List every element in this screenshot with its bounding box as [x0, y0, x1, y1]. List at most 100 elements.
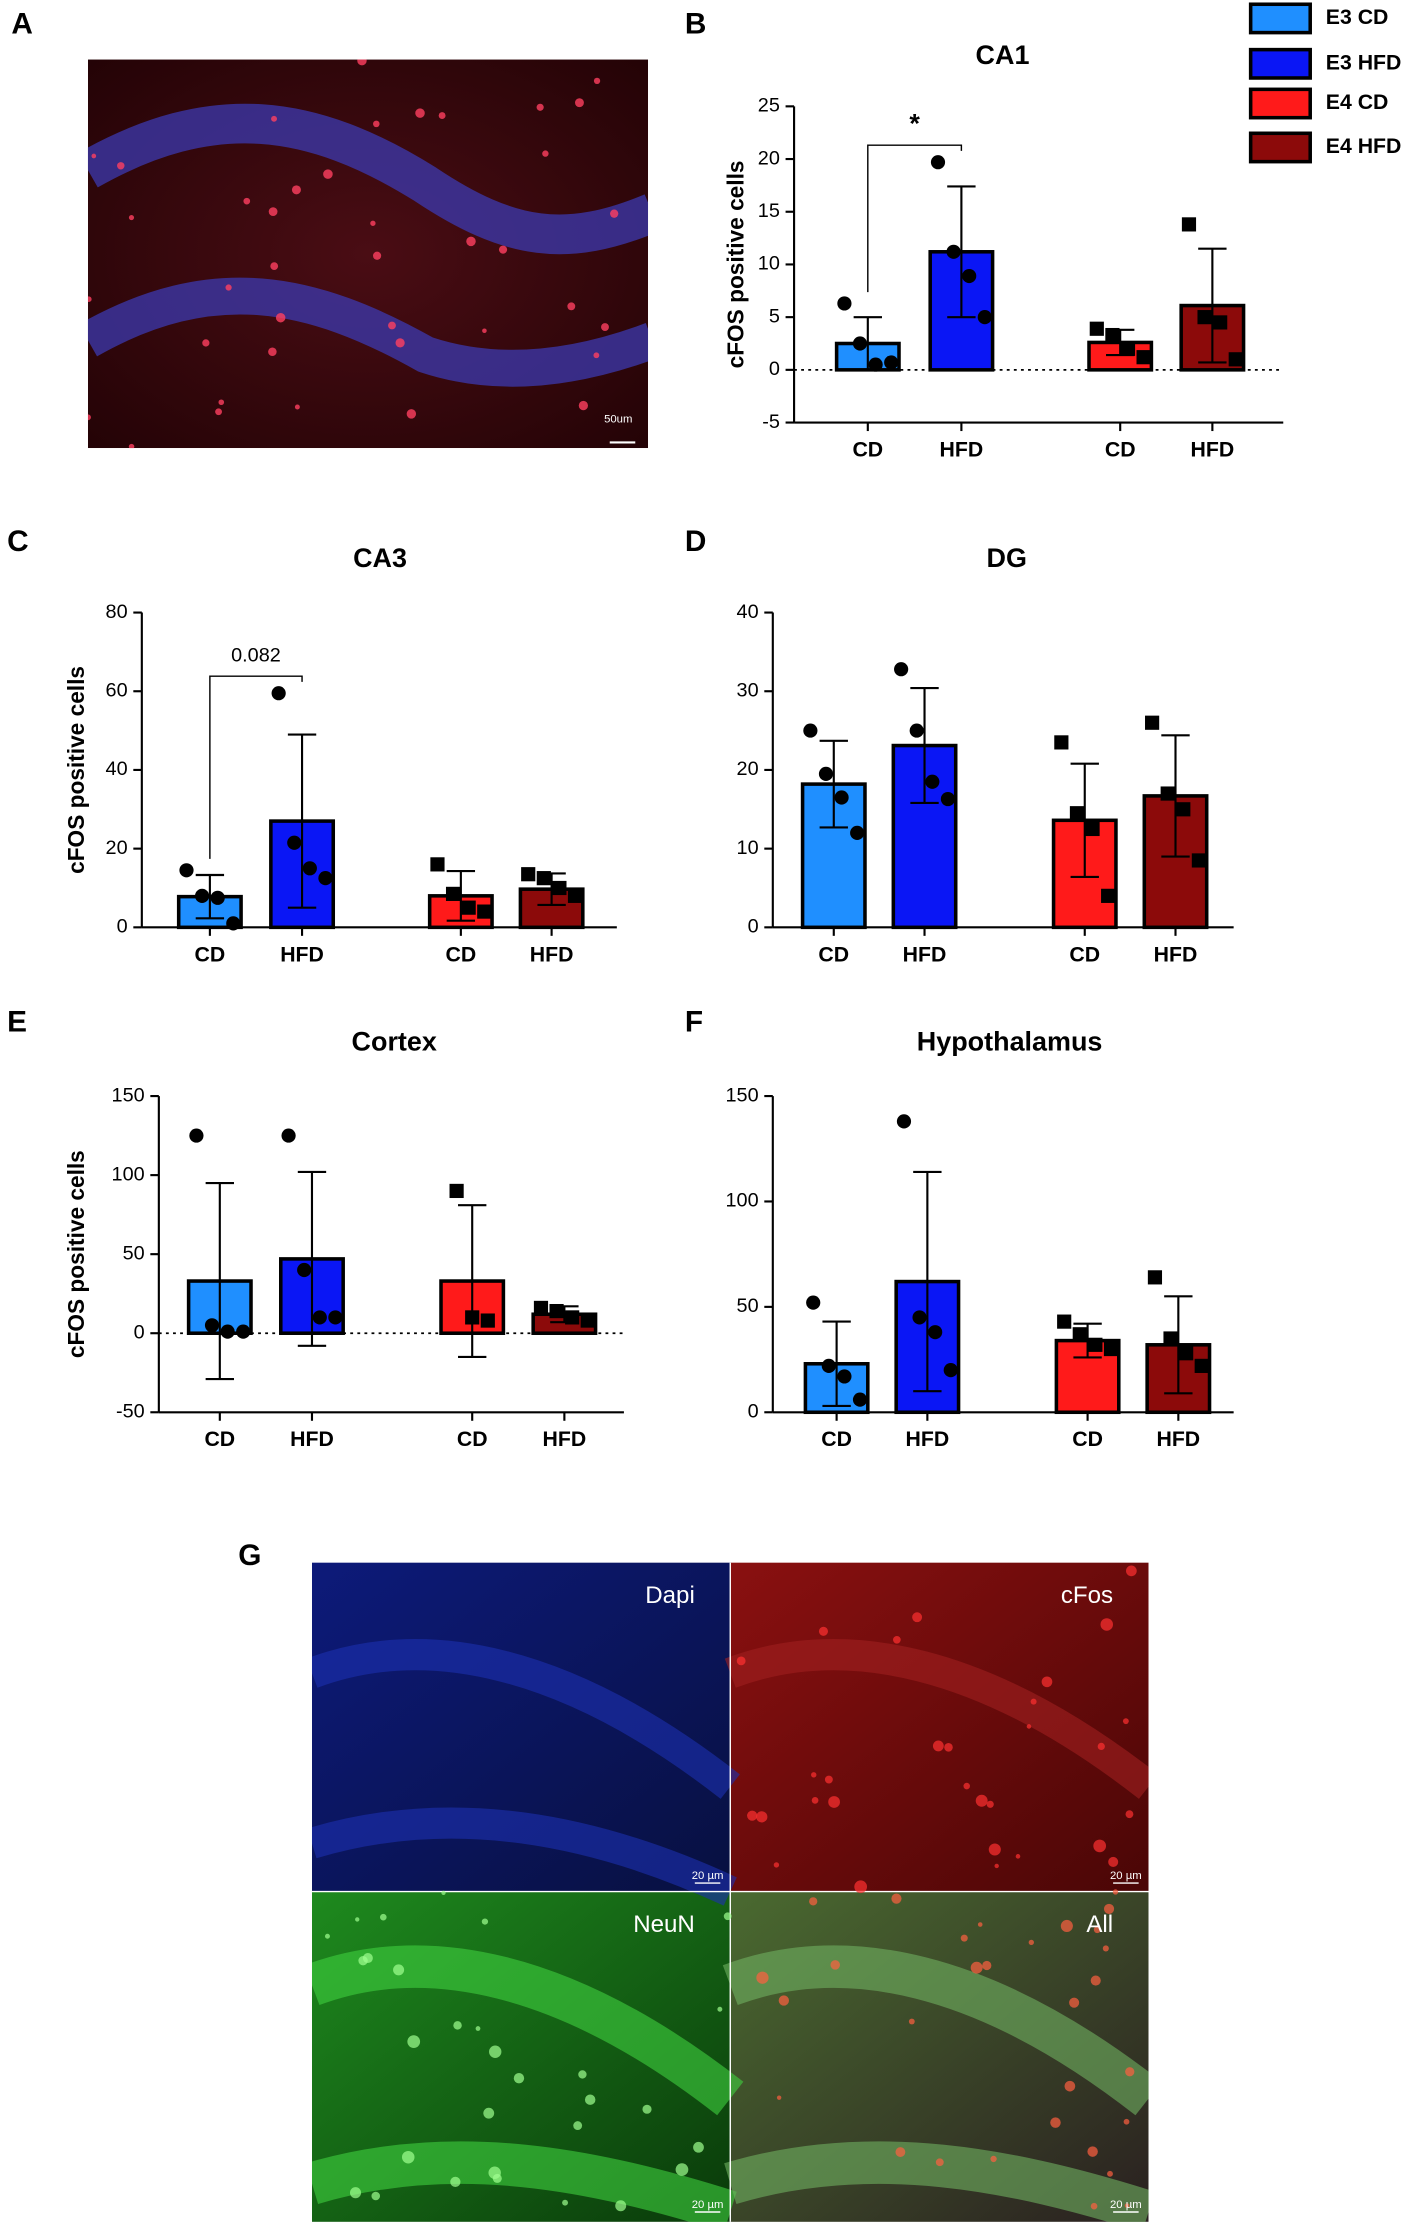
data-point	[868, 357, 883, 372]
y-tick-label: 50	[123, 1242, 145, 1264]
cell	[218, 399, 225, 406]
cell	[355, 1917, 360, 1922]
cell	[908, 2018, 915, 2025]
cell	[830, 1960, 840, 1970]
cell	[117, 162, 125, 170]
data-point	[1072, 1327, 1087, 1342]
cell	[891, 1893, 902, 1904]
significance-bracket	[867, 144, 963, 293]
data-point	[1228, 352, 1243, 367]
data-point	[803, 723, 818, 738]
y-tick-label: 25	[758, 95, 780, 117]
cell	[584, 2094, 596, 2105]
x-tick-label: CD	[204, 1427, 235, 1451]
cell	[1100, 1618, 1114, 1631]
data-point	[1105, 327, 1120, 343]
error-bar	[205, 1181, 234, 1381]
data-point	[312, 1310, 327, 1325]
y-tick-label: 0	[134, 1321, 145, 1343]
data-point	[1213, 315, 1228, 330]
cell	[593, 77, 601, 85]
data-point	[1103, 1341, 1119, 1357]
y-tick-label: 0	[117, 916, 128, 938]
cell	[1090, 2202, 1098, 2210]
data-point	[837, 296, 852, 311]
cell	[809, 1897, 818, 1906]
cell-layer	[87, 277, 649, 387]
panel-label: F	[685, 1006, 703, 1039]
data-point	[821, 1358, 836, 1373]
data-point	[179, 863, 194, 878]
data-point	[837, 1369, 852, 1384]
data-point	[465, 1310, 480, 1325]
chart-title: Cortex	[352, 1027, 437, 1057]
cell	[291, 185, 301, 195]
y-tick-label: 100	[726, 1190, 759, 1212]
error-bar	[913, 1170, 942, 1393]
legend-label: E4 CD	[1326, 90, 1389, 114]
x-tick-label: HFD	[290, 1427, 334, 1451]
y-tick-label: 20	[758, 147, 780, 169]
cell	[1125, 1565, 1137, 1577]
y-tick-label: 10	[737, 837, 759, 859]
x-tick-label: CD	[818, 942, 849, 966]
cell	[747, 1810, 758, 1821]
data-point	[552, 880, 567, 896]
x-tick-label: CD	[1105, 438, 1136, 462]
cell	[406, 409, 417, 419]
cell	[128, 443, 135, 449]
y-axis-label: cFOS positive cells	[63, 666, 89, 874]
error-bar	[1164, 1295, 1193, 1395]
cell	[932, 1740, 944, 1752]
cell	[202, 339, 210, 347]
cell	[1124, 2203, 1130, 2208]
cell	[811, 1772, 817, 1778]
cell	[573, 2121, 583, 2130]
cell	[215, 408, 222, 416]
y-tick-label: 150	[112, 1084, 145, 1106]
x-tick-label: HFD	[1154, 942, 1198, 966]
cell	[811, 1797, 819, 1804]
cell	[1064, 2080, 1076, 2092]
data-point	[1101, 888, 1116, 903]
data-point	[1069, 806, 1085, 821]
cell	[1041, 1676, 1053, 1688]
x-tick-label: HFD	[1191, 438, 1235, 462]
cell	[275, 312, 286, 323]
cell	[243, 197, 251, 205]
data-point	[1191, 853, 1206, 868]
data-point	[287, 835, 302, 850]
cell	[562, 2199, 569, 2206]
data-point	[220, 1324, 235, 1339]
data-point	[1160, 786, 1175, 801]
error-bar	[458, 1204, 487, 1358]
cell	[91, 153, 97, 159]
legend-swatch	[1248, 87, 1312, 120]
y-tick-label: 0	[748, 1401, 759, 1423]
cell	[970, 1961, 983, 1974]
legend-label: E3 CD	[1326, 5, 1389, 29]
data-point	[1054, 735, 1069, 750]
data-point	[210, 890, 225, 905]
cell-layer	[311, 1639, 740, 1906]
data-point	[928, 1325, 943, 1340]
x-tick-label: HFD	[906, 1427, 950, 1451]
x-tick-label: CD	[1072, 1427, 1103, 1451]
y-tick-label: 40	[737, 601, 759, 623]
error-bar	[195, 873, 225, 920]
cell	[492, 2173, 502, 2183]
error-bar	[1073, 1322, 1102, 1359]
cell	[1060, 1919, 1073, 1932]
panel-label: B	[685, 7, 707, 40]
y-tick-label: 5	[769, 305, 780, 327]
data-point	[1147, 1270, 1163, 1285]
y-tick-label: 100	[112, 1163, 145, 1185]
y-tick-label: 20	[737, 758, 759, 780]
chart-title: Hypothalamus	[917, 1027, 1103, 1057]
data-point	[852, 1392, 868, 1407]
data-point	[549, 1303, 564, 1319]
x-tick-label: HFD	[1156, 1427, 1200, 1451]
legend-swatch	[1248, 2, 1312, 35]
data-point	[962, 268, 977, 284]
